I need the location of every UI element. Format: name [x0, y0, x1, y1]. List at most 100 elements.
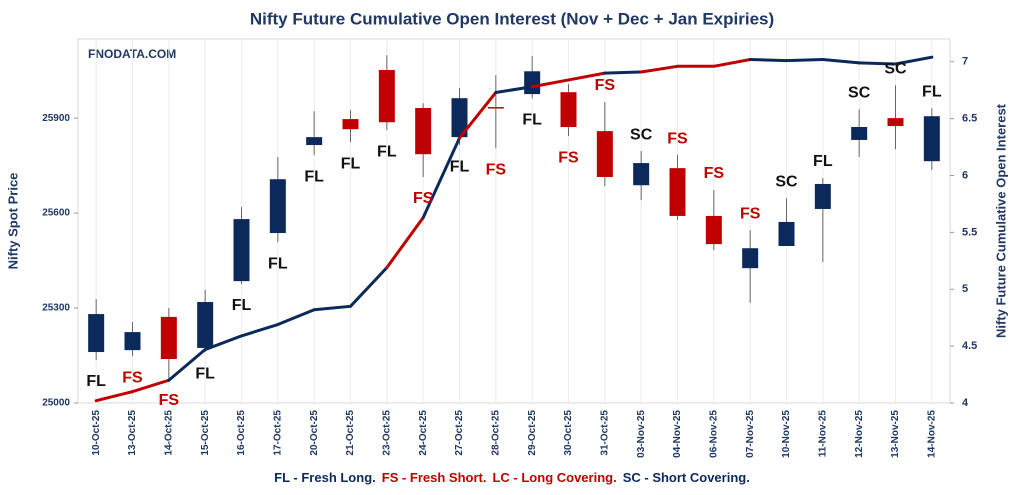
oi-line-segment: [785, 57, 825, 63]
candle-body: [742, 248, 759, 269]
signal-label: FL: [195, 365, 215, 382]
x-tick-label: 16-Oct-25: [236, 410, 247, 456]
candle-body: [451, 98, 468, 138]
oi-line-segment: [894, 55, 934, 66]
candle-body: [342, 119, 359, 130]
x-tick-label: 14-Oct-25: [163, 410, 174, 456]
legend: FL - Fresh Long. FS - Fresh Short. LC - Lo…: [274, 470, 750, 485]
candle-body: [524, 71, 541, 95]
signal-label: FL: [450, 158, 470, 175]
x-tick-label: 03-Nov-25: [636, 410, 647, 458]
y-tick-label: 25600: [42, 208, 70, 219]
oi-line-segment: [603, 70, 643, 75]
signal-label: FL: [232, 297, 252, 314]
oi-line-segment: [276, 308, 316, 327]
signal-label: FS: [122, 369, 143, 386]
y-tick-label: 25300: [42, 303, 70, 314]
oi-line-segment: [131, 378, 171, 394]
x-tick-label: 10-Nov-25: [781, 410, 792, 458]
signal-label: FL: [377, 143, 397, 160]
y2-tick-label: 5.5: [962, 226, 977, 238]
candle-body: [124, 332, 141, 351]
signal-label: FL: [86, 373, 106, 390]
candle-body: [669, 168, 686, 216]
x-tick-label: 27-Oct-25: [454, 410, 465, 456]
signal-label: FL: [522, 111, 542, 128]
x-tick-label: 13-Oct-25: [127, 410, 138, 456]
candle-body: [306, 137, 323, 146]
signal-label: FS: [595, 77, 616, 94]
oi-line-segment: [94, 390, 134, 403]
candle-body: [560, 92, 577, 127]
legend-item: FL - Fresh Long.: [274, 470, 376, 485]
x-tick-label: 21-Oct-25: [345, 410, 356, 456]
candle-body: [269, 179, 286, 234]
candle-body: [778, 221, 795, 247]
x-tick-label: 24-Oct-25: [418, 410, 429, 456]
signal-label: FS: [667, 130, 688, 147]
y2-tick-label: 4: [962, 397, 969, 409]
oi-line-segment: [203, 334, 243, 352]
signal-label: SC: [630, 126, 653, 143]
x-tick-label: 30-Oct-25: [563, 410, 574, 456]
oi-line-segment: [385, 216, 425, 270]
oi-line-segment: [167, 348, 207, 382]
x-tick-label: 31-Oct-25: [599, 410, 610, 456]
oi-line-segment: [421, 136, 461, 220]
signal-label: SC: [848, 84, 871, 101]
x-tick-label: 04-Nov-25: [672, 410, 683, 458]
signal-label: FL: [341, 155, 361, 172]
candle-body: [923, 116, 940, 162]
signal-label: FL: [813, 153, 833, 170]
candle-body: [633, 163, 650, 186]
x-tick-label: 06-Nov-25: [708, 410, 719, 458]
y2-tick-label: 5: [962, 283, 968, 295]
oi-line-segment: [494, 85, 534, 94]
oi-line-segment: [857, 61, 897, 66]
y-tick-label: 25000: [42, 398, 70, 409]
candle-body: [596, 131, 613, 178]
legend-item: SC - Short Covering.: [623, 470, 750, 485]
legend-item: LC - Long Covering.: [492, 470, 616, 485]
candle-body: [233, 219, 250, 282]
oi-line-segment: [712, 57, 752, 68]
oi-line-segment: [639, 64, 679, 74]
oi-line-segment: [567, 71, 607, 82]
candle-body: [887, 118, 904, 127]
signal-label: FL: [922, 84, 942, 101]
candle-body: [88, 314, 105, 353]
candle-body: [851, 126, 868, 140]
signal-label: SC: [775, 173, 798, 190]
y-tick-label: 25900: [42, 113, 70, 124]
signal-label: FS: [558, 149, 579, 166]
x-tick-label: 07-Nov-25: [745, 410, 756, 458]
candle-body: [415, 108, 432, 155]
x-tick-label: 14-Nov-25: [926, 410, 937, 458]
y-axis-title: Nifty Spot Price: [5, 173, 20, 270]
x-tick-label: 11-Nov-25: [817, 410, 828, 458]
candle-body: [160, 316, 177, 360]
x-tick-label: 28-Oct-25: [490, 410, 501, 456]
candle-body: [197, 302, 214, 348]
signal-label: FS: [413, 190, 434, 207]
x-tick-label: 15-Oct-25: [200, 410, 211, 456]
oi-line-segment: [312, 304, 352, 312]
x-tick-label: 20-Oct-25: [309, 410, 320, 456]
signal-label: FS: [740, 205, 761, 222]
signal-label: FL: [268, 255, 288, 272]
x-tick-label: 17-Oct-25: [272, 410, 283, 456]
plot-area: [77, 38, 951, 404]
oi-line-segment: [748, 57, 788, 63]
chart-title: Nifty Future Cumulative Open Interest (N…: [250, 9, 774, 28]
x-tick-label: 29-Oct-25: [527, 410, 538, 456]
oi-line-segment: [821, 57, 861, 65]
oi-line-segment: [349, 266, 389, 308]
candle-body: [378, 70, 395, 123]
y2-tick-label: 7: [962, 56, 968, 68]
oi-line-segment: [458, 90, 498, 140]
y2-tick-label: 6: [962, 169, 968, 181]
signal-label: FS: [486, 161, 507, 178]
y2-tick-label: 6.5: [962, 113, 977, 125]
